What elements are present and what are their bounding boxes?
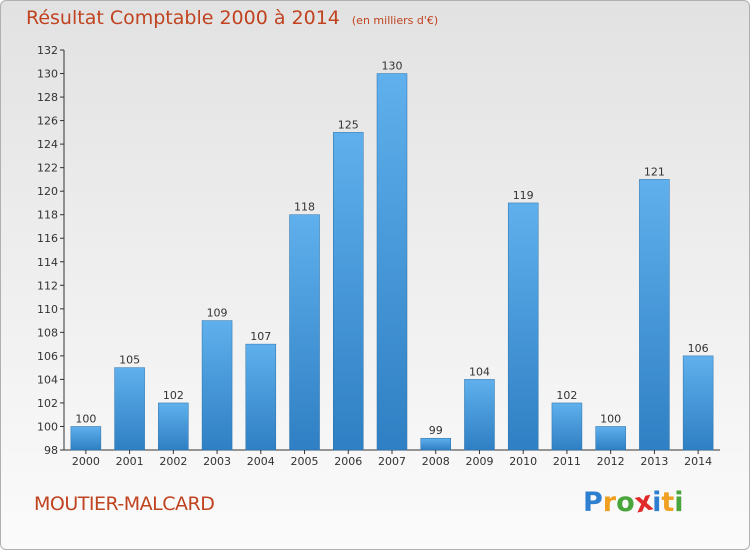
x-tick-label: 2003 bbox=[203, 455, 231, 468]
bar bbox=[289, 214, 320, 451]
y-tick-label: 120 bbox=[37, 185, 58, 198]
bar-value-label: 107 bbox=[250, 330, 271, 343]
town-name: MOUTIER-MALCARD bbox=[34, 493, 215, 515]
logo-letter: o bbox=[616, 487, 635, 518]
x-tick-label: 2008 bbox=[422, 455, 450, 468]
y-tick-label: 108 bbox=[37, 326, 58, 339]
bar-value-label: 102 bbox=[556, 389, 577, 402]
bar bbox=[420, 437, 451, 451]
y-tick-label: 126 bbox=[37, 115, 58, 128]
y-tick-label: 112 bbox=[37, 279, 58, 292]
bar bbox=[682, 355, 714, 451]
bar-value-label: 100 bbox=[600, 412, 621, 425]
logo-letter: t bbox=[661, 487, 675, 518]
x-tick-label: 2006 bbox=[334, 455, 362, 468]
bar bbox=[376, 73, 408, 451]
bar-value-label: 119 bbox=[513, 189, 534, 202]
y-tick-label: 100 bbox=[37, 420, 58, 433]
y-tick-label: 118 bbox=[37, 209, 58, 222]
chart-subtitle: (en milliers d'€) bbox=[351, 14, 439, 27]
bar bbox=[158, 402, 189, 451]
x-tick-label: 2005 bbox=[291, 455, 319, 468]
y-tick-label: 116 bbox=[37, 232, 58, 245]
bar-value-label: 121 bbox=[644, 165, 665, 178]
logo-letter: i bbox=[674, 487, 684, 518]
x-tick-label: 2001 bbox=[116, 455, 144, 468]
bar-value-label: 130 bbox=[382, 60, 403, 73]
y-tick-label: 98 bbox=[44, 444, 58, 457]
y-tick-label: 106 bbox=[37, 350, 58, 363]
y-tick-label: 130 bbox=[37, 68, 58, 81]
x-tick-label: 2009 bbox=[465, 455, 493, 468]
bar-value-label: 118 bbox=[294, 201, 315, 214]
x-tick-label: 2004 bbox=[247, 455, 275, 468]
x-tick-label: 2000 bbox=[72, 455, 100, 468]
title-row: Résultat Comptable 2000 à 2014 (en millie… bbox=[26, 7, 438, 29]
chart-title: Résultat Comptable 2000 à 2014 bbox=[26, 7, 340, 29]
bar bbox=[507, 202, 539, 451]
bar-value-label: 109 bbox=[207, 307, 228, 320]
y-tick-label: 124 bbox=[37, 138, 58, 151]
y-tick-label: 128 bbox=[37, 91, 58, 104]
bar bbox=[114, 367, 145, 451]
bar-value-label: 99 bbox=[429, 424, 443, 437]
x-tick-label: 2014 bbox=[684, 455, 712, 468]
bar bbox=[70, 426, 102, 451]
x-tick-label: 2010 bbox=[509, 455, 537, 468]
y-tick-label: 114 bbox=[37, 256, 58, 269]
x-tick-label: 2011 bbox=[553, 455, 581, 468]
bar bbox=[639, 179, 670, 451]
bar-value-label: 125 bbox=[338, 118, 359, 131]
logo-letter: P bbox=[583, 487, 603, 518]
x-tick-label: 2002 bbox=[159, 455, 187, 468]
x-tick-label: 2012 bbox=[597, 455, 625, 468]
y-tick-label: 110 bbox=[37, 303, 58, 316]
y-tick-label: 102 bbox=[37, 397, 58, 410]
x-tick-label: 2007 bbox=[378, 455, 406, 468]
y-tick-label: 132 bbox=[37, 44, 58, 57]
bar bbox=[201, 320, 233, 451]
bar-value-label: 100 bbox=[75, 412, 96, 425]
proxiti-logo[interactable]: Proxiti bbox=[583, 486, 684, 520]
bar bbox=[333, 132, 364, 451]
y-tick-label: 122 bbox=[37, 162, 58, 175]
x-tick-label: 2013 bbox=[640, 455, 668, 468]
bar-value-label: 102 bbox=[163, 389, 184, 402]
bar-value-label: 104 bbox=[469, 365, 490, 378]
bar bbox=[551, 402, 583, 451]
logo-letter: i bbox=[652, 487, 662, 518]
y-tick-label: 104 bbox=[37, 373, 58, 386]
bar bbox=[595, 426, 626, 451]
bar-value-label: 105 bbox=[119, 354, 140, 367]
bar-value-label: 106 bbox=[688, 342, 709, 355]
bar bbox=[245, 343, 277, 451]
logo-letter: r bbox=[602, 487, 617, 518]
bar bbox=[464, 379, 495, 451]
